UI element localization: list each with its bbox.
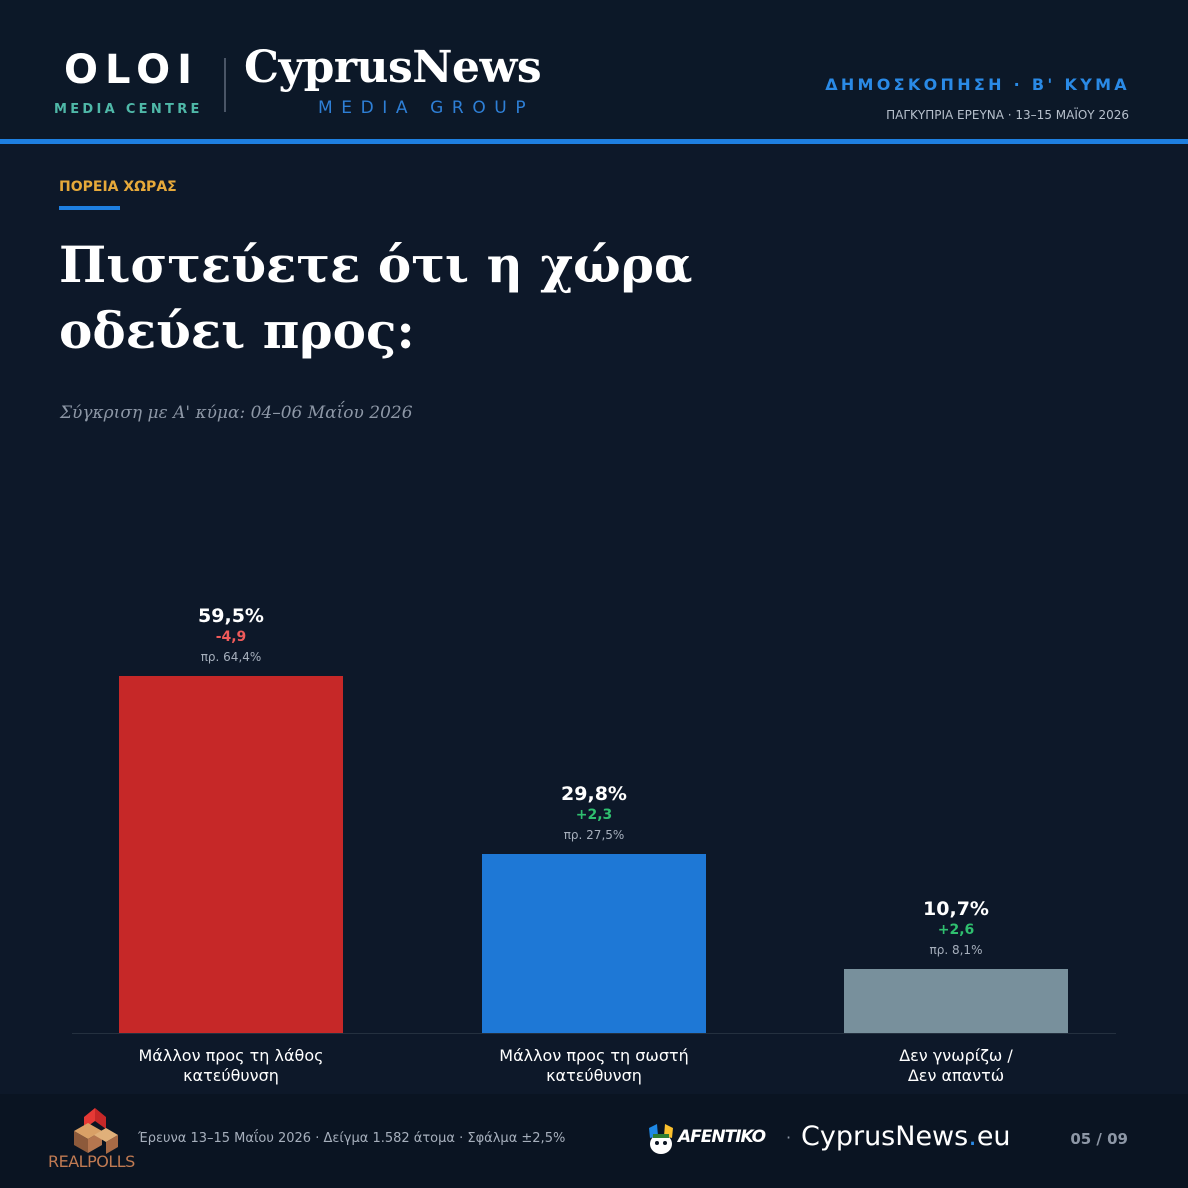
bar-delta-label: +2,3 xyxy=(575,807,613,824)
survey-title: ΔΗΜΟΣΚΟΠΗΣΗ · Β' ΚΥΜΑ xyxy=(825,75,1130,94)
cyprusnews-domain-tld: eu xyxy=(976,1121,1011,1152)
cyprusnews-logo-subtitle: MEDIA GROUP xyxy=(318,98,535,118)
bar-delta-label: -4,9 xyxy=(215,629,247,645)
bar-value-label: 10,7% xyxy=(923,897,989,920)
cyprusnews-domain-name: CyprusNews xyxy=(801,1121,969,1152)
realpolls-logo-icon xyxy=(74,1108,118,1154)
bar-previous-label: πρ. 8,1% xyxy=(929,942,983,957)
section-label: ΠΟΡΕΙΑ ΧΩΡΑΣ xyxy=(59,179,177,195)
bar-value-label: 29,8% xyxy=(561,783,627,806)
question-title: Πιστεύετε ότι η χώρα οδεύει προς: xyxy=(59,235,693,360)
header xyxy=(0,0,1188,140)
bar-previous-label: πρ. 27,5% xyxy=(563,828,625,843)
section-underline xyxy=(59,206,120,210)
chart-baseline xyxy=(72,1033,1116,1034)
survey-footnote: Έρευνα 13–15 Μαΐου 2026 · Δείγμα 1.582 ά… xyxy=(138,1131,566,1146)
header-rule xyxy=(0,139,1188,144)
footer xyxy=(0,1094,1188,1188)
cyprusnews-logo: CyprusNews xyxy=(244,42,542,93)
bar-2 xyxy=(482,854,706,1033)
bar-delta-label: +2,6 xyxy=(937,921,975,938)
comparison-subtitle: Σύγκριση με Α' κύμα: 04–06 Μαΐου 2026 xyxy=(60,403,413,423)
afentiko-logo: AFENTIKO xyxy=(678,1127,766,1147)
oloi-logo-subtitle: MEDIA CENTRE xyxy=(54,102,203,117)
oloi-logo: OLOI xyxy=(64,47,199,93)
category-label: Μάλλον προς τη σωστή κατεύθυνση xyxy=(499,1046,689,1085)
cyprusnews-domain-dot: . xyxy=(968,1121,977,1152)
category-label: Μάλλον προς τη λάθος κατεύθυνση xyxy=(138,1046,324,1085)
logo-divider xyxy=(224,58,226,112)
bar-1 xyxy=(119,676,343,1033)
cyprusnews-domain-logo: CyprusNews.eu xyxy=(801,1121,1011,1152)
realpolls-logo: REALPOLLS xyxy=(48,1152,135,1171)
category-label: Δεν γνωρίζω / Δεν απαντώ xyxy=(899,1046,1013,1085)
bar-previous-label: πρ. 64,4% xyxy=(200,650,262,664)
survey-subtitle: ΠΑΓΚΥΠΡΙΑ ΕΡΕΥΝΑ · 13–15 ΜΑΪΟΥ 2026 xyxy=(886,108,1129,122)
page-number: 05 / 09 xyxy=(1070,1130,1128,1148)
bar-value-label: 59,5% xyxy=(198,605,264,627)
afentiko-mascot-icon xyxy=(649,1124,673,1154)
footer-separator: · xyxy=(786,1128,792,1147)
bar-3 xyxy=(844,968,1068,1033)
